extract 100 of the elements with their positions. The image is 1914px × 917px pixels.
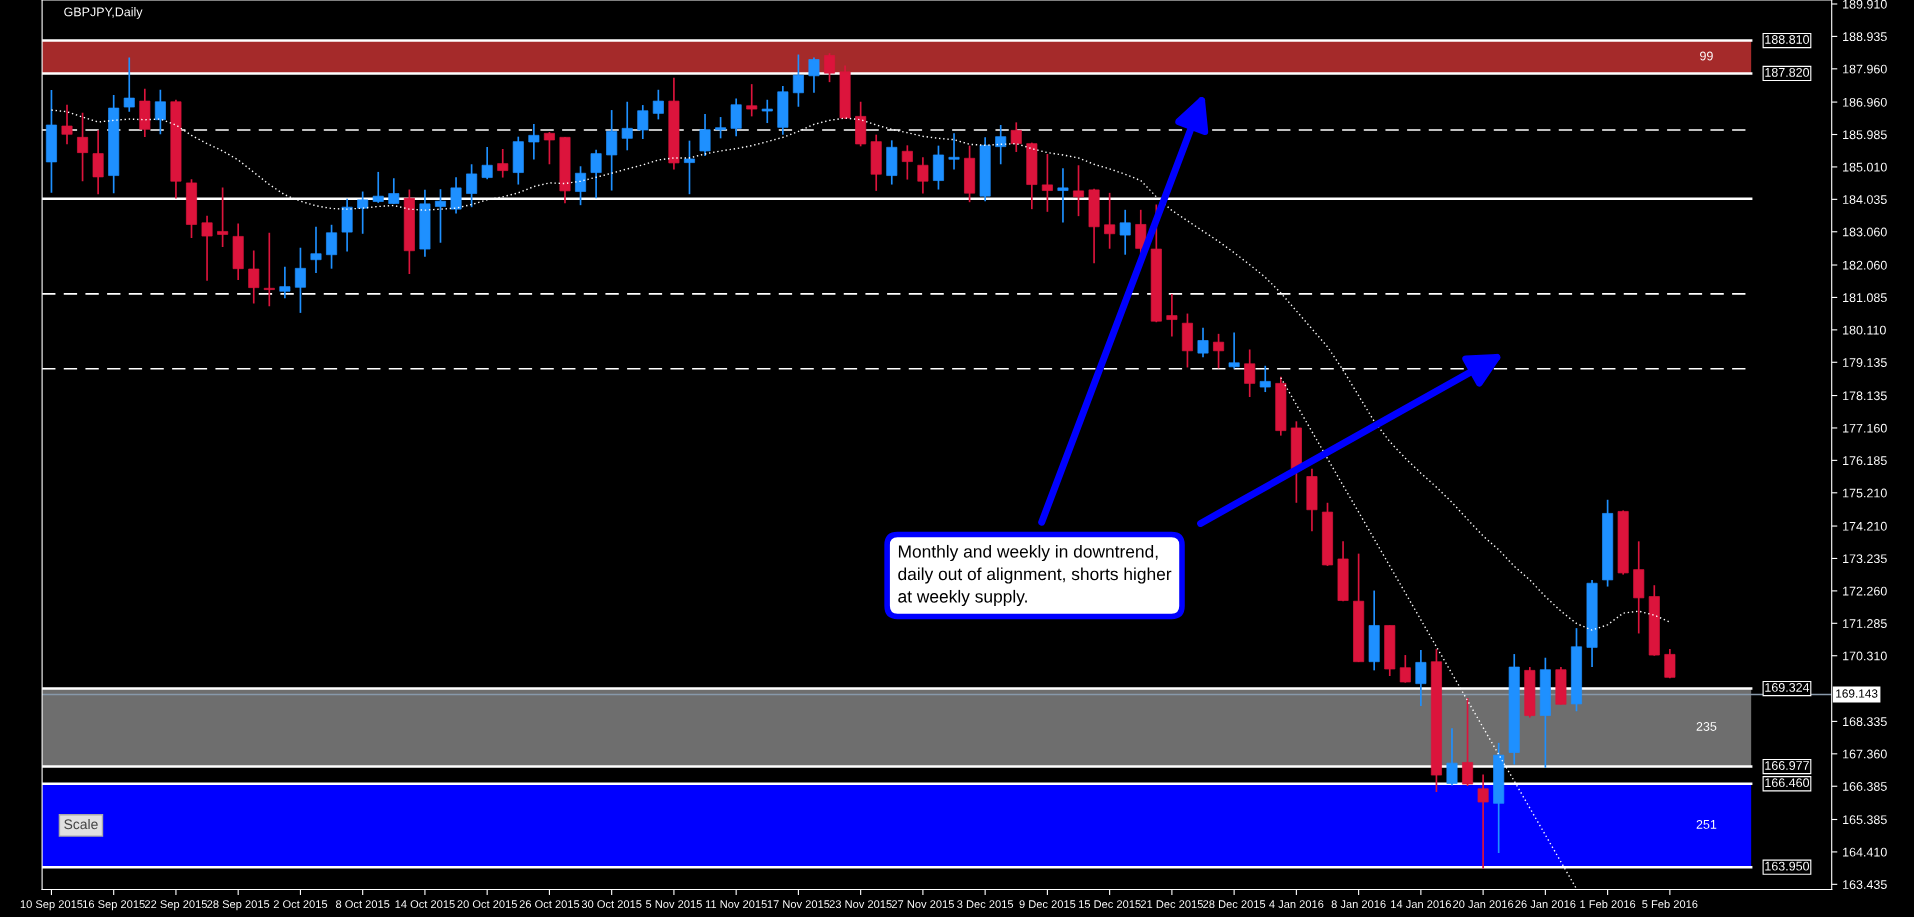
y-tick-label: 171.285 — [1843, 619, 1887, 628]
y-tick-label: 178.135 — [1843, 391, 1887, 401]
candlestick — [746, 83, 758, 118]
candlestick — [1462, 697, 1474, 787]
candlestick — [279, 265, 291, 300]
x-tick-label: 17 Nov 2015 — [767, 900, 830, 909]
x-tick-label: 16 Sep 2015 — [83, 900, 145, 911]
y-tick-label: 186.960 — [1843, 97, 1887, 107]
candlestick — [1477, 773, 1489, 870]
y-tick-label: 177.160 — [1843, 423, 1887, 433]
y-tick-label: 176.185 — [1843, 456, 1887, 466]
candlestick — [995, 124, 1007, 166]
x-tick-label: 26 Jan 2016 — [1515, 900, 1576, 909]
candlestick — [1197, 327, 1209, 358]
candlestick — [543, 131, 555, 166]
candlestick — [1446, 727, 1458, 787]
candlestick — [248, 249, 260, 305]
y-tick-label: 183.060 — [1843, 227, 1887, 237]
ref-line-label: 169.143 — [1836, 689, 1878, 698]
y-tick-label: 165.385 — [1843, 815, 1887, 825]
candlestick — [901, 144, 913, 181]
candlestick — [201, 214, 213, 282]
candlestick — [1244, 348, 1256, 398]
candlestick — [77, 111, 89, 183]
x-tick-label: 14 Oct 2015 — [395, 900, 455, 909]
y-tick-label: 166.385 — [1843, 782, 1887, 791]
candlestick — [730, 97, 742, 138]
x-tick-label: 30 Oct 2015 — [581, 900, 642, 909]
candlestick — [652, 88, 664, 121]
y-tick-label: 175.210 — [1843, 488, 1887, 498]
candlestick — [1119, 208, 1131, 256]
x-tick-label: 5 Nov 2015 — [645, 900, 702, 909]
candlestick — [1010, 121, 1022, 153]
candlestick — [154, 88, 166, 136]
candlestick — [824, 52, 836, 83]
band-label: 251 — [1696, 819, 1717, 829]
y-tick-label: 182.060 — [1843, 260, 1887, 270]
candlestick — [590, 148, 602, 200]
candlestick — [388, 177, 400, 205]
x-tick-label: 10 Sep 2015 — [20, 900, 83, 911]
y-tick-label: 163.435 — [1843, 880, 1887, 889]
candlestick — [637, 104, 649, 140]
candlestick — [1228, 331, 1240, 370]
candlestick — [606, 109, 618, 192]
annotation: Monthly and weekly in downtrend, daily out of alignment, shorts higher at weekly supply. — [898, 544, 1172, 607]
candlestick — [1166, 293, 1178, 338]
y-tick-label: 185.010 — [1843, 162, 1887, 172]
candlestick — [808, 56, 820, 94]
candlestick — [917, 156, 929, 195]
y-tick-label: 167.360 — [1843, 749, 1887, 759]
ref-line-label: 188.810 — [1765, 35, 1810, 44]
candlestick — [528, 123, 540, 161]
candlestick — [1399, 654, 1411, 684]
x-tick-label: 15 Dec 2015 — [1078, 900, 1141, 909]
candlestick — [61, 103, 73, 146]
y-tick-label: 180.110 — [1843, 325, 1886, 335]
y-tick-label: 188.935 — [1843, 32, 1887, 42]
x-tick-label: 23 Nov 2015 — [829, 900, 892, 909]
x-tick-label: 26 Oct 2015 — [519, 900, 580, 909]
text: GBPJPY,Daily — [64, 7, 143, 19]
y-tick-label: 164.410 — [1843, 847, 1887, 857]
candlestick — [683, 139, 695, 196]
annotation: Scale — [64, 818, 98, 830]
x-tick-label: 8 Oct 2015 — [335, 900, 390, 909]
x-tick-label: 21 Dec 2015 — [1140, 900, 1203, 909]
y-tick-label: 173.235 — [1843, 554, 1887, 564]
x-tick-label: 5 Feb 2016 — [1642, 899, 1698, 909]
candlestick — [294, 246, 306, 314]
candlestick — [466, 163, 478, 208]
candlestick — [372, 171, 384, 204]
candlestick — [1057, 167, 1069, 224]
candlestick — [948, 132, 960, 171]
y-tick-label: 181.085 — [1843, 293, 1887, 303]
candlestick — [357, 190, 369, 235]
y-tick-label: 187.960 — [1843, 64, 1887, 74]
candlestick — [435, 188, 446, 244]
candlestick — [497, 148, 509, 179]
x-tick-label: 11 Nov 2015 — [705, 900, 767, 909]
x-tick-label: 14 Jan 2016 — [1391, 900, 1451, 909]
x-tick-label: 27 Nov 2015 — [891, 900, 954, 909]
y-tick-label: 170.310 — [1843, 651, 1887, 661]
candlestick — [123, 56, 135, 113]
candlestick — [481, 146, 493, 181]
y-tick-label: 172.260 — [1843, 586, 1887, 596]
candlestick — [1664, 648, 1676, 680]
x-tick-label: 9 Dec 2015 — [1019, 900, 1076, 909]
candlestick — [217, 186, 229, 248]
x-tick-label: 8 Jan 2016 — [1331, 900, 1386, 909]
candlestick — [326, 223, 338, 270]
candlestick — [1073, 164, 1084, 217]
band-label: 99 — [1700, 51, 1713, 61]
candlestick — [575, 165, 587, 206]
candlestick — [792, 53, 804, 108]
y-tick-label: 168.335 — [1843, 717, 1887, 727]
y-tick-label: 179.135 — [1843, 358, 1887, 367]
candlestick — [263, 231, 275, 308]
x-tick-label: 3 Dec 2015 — [957, 900, 1014, 909]
band-label: 235 — [1696, 722, 1717, 731]
x-tick-label: 1 Feb 2016 — [1580, 899, 1636, 909]
candlestick — [621, 100, 633, 152]
